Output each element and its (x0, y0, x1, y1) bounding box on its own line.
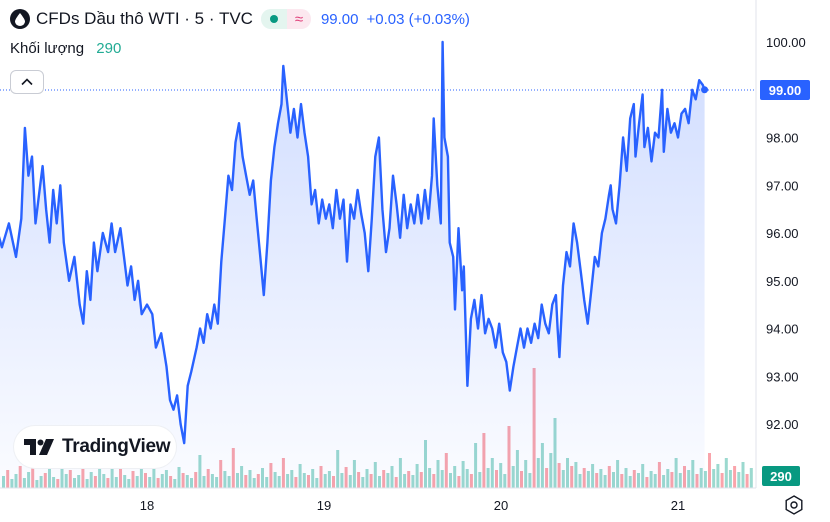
y-tick-label: 98.00 (766, 131, 799, 146)
volume-value: 290 (96, 40, 122, 57)
volume-bar (741, 462, 745, 488)
volume-bar (716, 464, 720, 488)
volume-bar (733, 466, 737, 488)
current-price: 99.00 (320, 10, 359, 28)
last-price-dot (701, 86, 709, 94)
market-status-pill[interactable]: ≈ (260, 9, 311, 29)
collapse-legend-button[interactable] (10, 70, 44, 94)
volume-tag: 290 (762, 466, 800, 486)
volume-bar (724, 458, 728, 488)
y-tick-label: 97.00 (766, 178, 799, 193)
price-area-fill (0, 42, 705, 488)
y-tick-label: 93.00 (766, 369, 799, 384)
volume-legend[interactable]: Khối lượng 290 (10, 40, 121, 57)
oil-drop-icon (10, 9, 30, 29)
approx-wave-icon: ≈ (286, 9, 311, 29)
y-axis-ticks: 92.00 93.00 94.00 95.00 96.00 97.00 98.00 100.0… (766, 35, 806, 432)
x-tick-label: 18 (140, 498, 154, 513)
volume-bar (720, 473, 724, 488)
x-axis-ticks: 18 19 20 21 (140, 498, 685, 513)
settings-gear-icon[interactable] (783, 494, 805, 516)
y-tick-label: 92.00 (766, 417, 799, 432)
symbol-title[interactable]: CFDs Dầu thô WTI · 5 · TVC (36, 9, 253, 28)
x-tick-label: 19 (317, 498, 331, 513)
volume-bar (708, 453, 711, 488)
volume-label: Khối lượng (10, 40, 85, 57)
price-line (0, 40, 706, 445)
volume-bar (728, 470, 732, 488)
volume-bar (749, 468, 753, 488)
tradingview-logo-icon (24, 439, 54, 455)
volume-bar (703, 471, 707, 488)
market-open-dot-icon (260, 9, 287, 29)
x-tick-label: 20 (494, 498, 508, 513)
price-change: +0.03 (+0.03%) (366, 10, 470, 28)
volume-bar (737, 472, 741, 488)
y-tick-label: 100.00 (766, 35, 806, 50)
y-tick-label: 96.00 (766, 226, 799, 241)
watermark-text: TradingView (62, 436, 171, 457)
y-tick-label: 95.00 (766, 274, 799, 289)
tradingview-watermark[interactable]: TradingView (14, 426, 176, 468)
volume-bar (712, 469, 716, 488)
volume-bar (745, 474, 749, 488)
x-tick-label: 21 (671, 498, 685, 513)
last-price-tag: 99.00 (760, 80, 810, 100)
chevron-up-icon (21, 78, 33, 86)
y-tick-label: 94.00 (766, 322, 799, 337)
chart-header: CFDs Dầu thô WTI · 5 · TVC ≈ 99.00 +0.03… (10, 8, 470, 30)
